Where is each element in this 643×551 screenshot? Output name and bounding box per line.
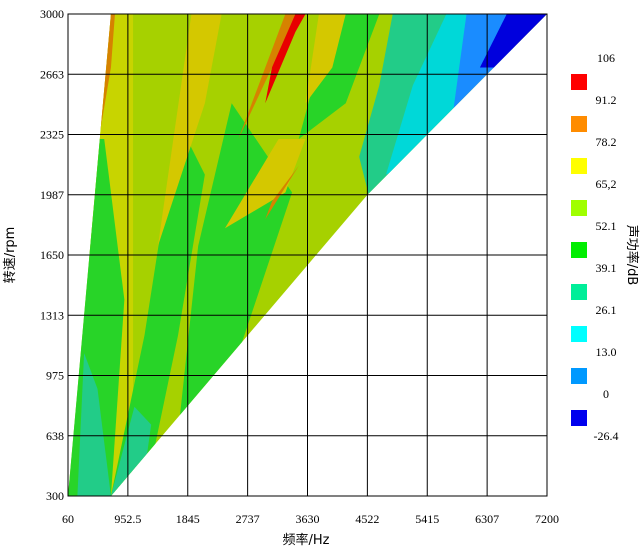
x-tick-label: 6307 (475, 512, 499, 526)
y-tick-label: 300 (46, 489, 64, 503)
contour-region-13 (298, 14, 380, 139)
y-tick-label: 1650 (40, 248, 64, 262)
colorbar-swatch (571, 368, 587, 384)
colorbar-label: 声功率/dB (624, 225, 640, 286)
colorbar-legend: 106 91.2 78.2 65,2 52.1 39.1 26.1 13.0 0 -26.4 (571, 51, 619, 443)
colorbar-swatch (571, 326, 587, 342)
y-tick-label: 2663 (40, 67, 64, 81)
x-tick-label: 2737 (236, 512, 260, 526)
colorbar-level-label: 65,2 (596, 177, 617, 191)
colorbar-level-label: -26.4 (594, 429, 619, 443)
x-tick-label: 952.5 (114, 512, 141, 526)
colorbar-swatch (571, 410, 587, 426)
colorbar-swatch (571, 158, 587, 174)
x-tick-label: 60 (62, 512, 74, 526)
x-tick-label: 3630 (296, 512, 320, 526)
contour-region-6 (157, 14, 222, 247)
contour-region-3 (98, 14, 115, 139)
x-tick-label: 4522 (355, 512, 379, 526)
colorbar-level-label: 106 (597, 51, 615, 65)
y-tick-label: 1313 (40, 308, 64, 322)
contour-region-8 (137, 460, 172, 496)
y-tick-label: 1987 (40, 188, 64, 202)
contour-region-4 (110, 121, 205, 496)
x-tick-labels: 60 952.5 1845 2737 3630 4522 5415 6307 7200 (62, 512, 559, 526)
contour-region-2 (77, 353, 111, 496)
colorbar-level-label: 78.2 (596, 135, 617, 149)
plot-frame (67, 13, 548, 497)
colorbar-swatch (571, 116, 587, 132)
colorbar-swatch (571, 242, 587, 258)
colorbar-level-label: 0 (603, 387, 609, 401)
colorbar-swatch (571, 284, 587, 300)
colorbar-swatch (571, 74, 587, 90)
colorbar-level-label: 13.0 (596, 345, 617, 359)
y-tick-label: 975 (46, 369, 64, 383)
x-axis-label: 频率/Hz (283, 532, 330, 548)
y-axis-label: 转速/rpm (3, 227, 18, 284)
colorbar-level-label: 39.1 (596, 261, 617, 275)
y-tick-label: 2325 (40, 128, 64, 142)
contour-region-14 (305, 14, 346, 104)
colorbar-level-label: 26.1 (596, 303, 617, 317)
colorbar-swatch (571, 200, 587, 216)
contour-region-11 (224, 138, 306, 229)
y-tick-label: 3000 (40, 7, 64, 21)
colorbar-level-label: 52.1 (596, 219, 617, 233)
contour-region-12 (265, 165, 299, 220)
x-tick-label: 5415 (415, 512, 439, 526)
x-tick-label: 1845 (176, 512, 200, 526)
colorbar-level-label: 91.2 (596, 93, 617, 107)
y-tick-label: 638 (46, 429, 64, 443)
x-tick-label: 7200 (535, 512, 559, 526)
y-tick-labels: 300 638 975 1313 1650 1987 2325 2663 3000 (40, 7, 64, 503)
